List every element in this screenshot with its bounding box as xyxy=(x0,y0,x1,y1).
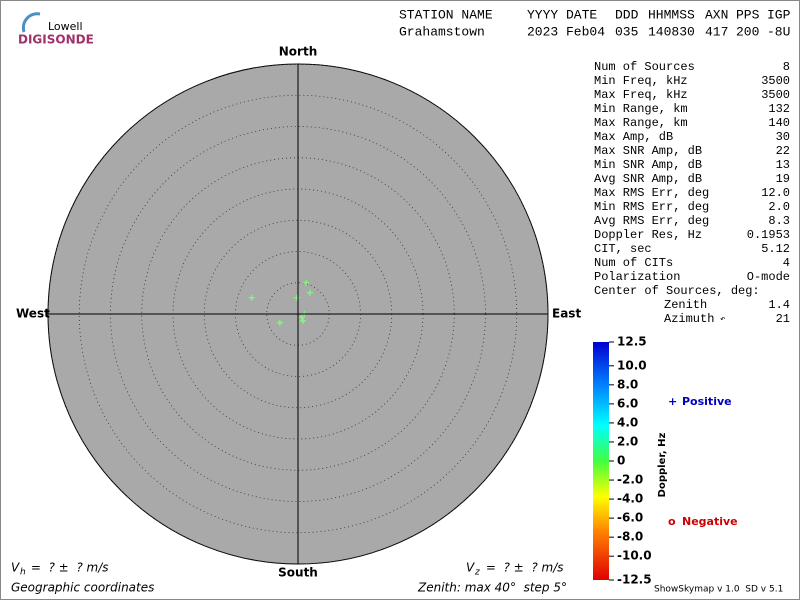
colorbar-tick-label: 4.0 xyxy=(617,415,638,429)
source-point xyxy=(306,289,313,296)
stat-label: Min Range, km xyxy=(594,102,688,116)
colorbar xyxy=(593,342,609,580)
azimuth-icon: ↶ xyxy=(720,314,725,324)
direction-label: South xyxy=(278,566,318,580)
stat-value: 1.4 xyxy=(768,298,790,312)
header-label: STATION NAME xyxy=(399,7,493,22)
legend-symbol: o xyxy=(668,515,676,528)
stat-value: 0.1953 xyxy=(747,228,790,242)
header-label: PPS xyxy=(736,7,760,22)
stat-label: CIT, sec xyxy=(594,242,652,256)
direction-label: West xyxy=(16,307,50,321)
stat-label: Avg SNR Amp, dB xyxy=(594,172,702,186)
source-point xyxy=(303,279,310,286)
source-point xyxy=(298,314,305,321)
legend-label: Negative xyxy=(682,515,738,528)
colorbar-tick-label: -12.5 xyxy=(617,573,652,587)
colorbar-tick-label: -4.0 xyxy=(617,492,643,506)
header-value: 2023 xyxy=(527,24,558,39)
source-point xyxy=(293,294,300,301)
logo-text: DIGISONDE xyxy=(18,33,94,47)
stat-value: 13 xyxy=(776,158,790,172)
stat-label: Max RMS Err, deg xyxy=(594,186,709,200)
vz-symbol: V xyxy=(466,561,475,575)
colorbar-tick-label: 6.0 xyxy=(617,396,638,410)
colorbar-tick-label: -2.0 xyxy=(617,473,643,487)
stat-value: 140 xyxy=(768,116,790,130)
stat-value: 3500 xyxy=(761,74,790,88)
stat-value: 8.3 xyxy=(768,214,790,228)
colorbar-label: Doppler, Hz xyxy=(657,433,668,498)
stat-label: Min Freq, kHz xyxy=(594,74,688,88)
colorbar-tick-label: -8.0 xyxy=(617,530,643,544)
stat-value: 30 xyxy=(776,130,790,144)
vz-text: = ? ± ? m/s xyxy=(482,561,564,575)
source-point xyxy=(300,317,306,324)
vh-text: = ? ± ? m/s xyxy=(27,561,109,575)
stat-value: 4 xyxy=(783,256,790,270)
stat-label: Zenith xyxy=(664,298,707,312)
stat-label: Polarization xyxy=(594,270,680,284)
header-value: 140830 xyxy=(648,24,695,39)
source-point xyxy=(248,294,255,301)
logo-text: Lowell xyxy=(48,20,83,33)
vh-symbol: V xyxy=(11,561,20,575)
header-value: 035 xyxy=(615,24,638,39)
stat-value: 21 xyxy=(776,312,790,326)
vz-sub: z xyxy=(474,568,480,578)
colorbar-tick-label: 2.0 xyxy=(617,434,638,448)
colorbar-tick-label: -6.0 xyxy=(617,511,643,525)
stat-label: Max SNR Amp, dB xyxy=(594,144,702,158)
stat-label: Azimuth xyxy=(664,312,714,326)
stat-value: 5.12 xyxy=(761,242,790,256)
colorbar-tick-label: 10.0 xyxy=(617,358,647,372)
legend-label: Positive xyxy=(682,395,732,408)
header-value: Grahamstown xyxy=(399,24,485,39)
header-value: 200 xyxy=(736,24,759,39)
header-value: 417 xyxy=(705,24,728,39)
coords-note: Geographic coordinates xyxy=(11,581,154,595)
header-label: HHMMSS xyxy=(648,7,695,22)
stat-label: Min RMS Err, deg xyxy=(594,200,709,214)
stat-label: Center of Sources, deg: xyxy=(594,284,760,298)
stat-value: 12.0 xyxy=(761,186,790,200)
direction-label: North xyxy=(279,45,317,59)
header-label: DDD xyxy=(615,7,639,22)
header-label: DATE xyxy=(566,7,597,22)
source-point xyxy=(276,319,283,326)
stat-value: O-mode xyxy=(747,270,790,284)
stat-label: Max Amp, dB xyxy=(594,130,673,144)
stat-label: Max Freq, kHz xyxy=(594,88,688,102)
zenith-note: Zenith: max 40° step 5° xyxy=(417,581,567,595)
stat-value: 2.0 xyxy=(768,200,790,214)
stat-label: Num of CITs xyxy=(594,256,673,270)
header-value: -8U xyxy=(767,24,790,39)
stat-value: 8 xyxy=(783,60,790,74)
stat-label: Max Range, km xyxy=(594,116,688,130)
colorbar-tick-label: 0 xyxy=(617,454,625,468)
legend-symbol: + xyxy=(668,395,677,408)
colorbar-tick-label: -10.0 xyxy=(617,549,652,563)
stat-value: 19 xyxy=(776,172,790,186)
stat-value: 132 xyxy=(768,102,790,116)
version: ShowSkymap v 1.0 SD v 5.1 xyxy=(654,585,783,595)
vh-sub: h xyxy=(20,568,26,578)
colorbar-tick-label: 12.5 xyxy=(617,335,647,349)
header-label: IGP xyxy=(767,7,791,22)
header-label: YYYY xyxy=(527,7,558,22)
stat-label: Doppler Res, Hz xyxy=(594,228,702,242)
header-label: AXN xyxy=(705,7,728,22)
stat-label: Num of Sources xyxy=(594,60,695,74)
stat-label: Avg RMS Err, deg xyxy=(594,214,709,228)
header-value: Feb04 xyxy=(566,24,605,39)
colorbar-tick-label: 8.0 xyxy=(617,377,638,391)
logo-swoosh xyxy=(21,12,41,33)
stat-label: Min SNR Amp, dB xyxy=(594,158,702,172)
stat-value: 22 xyxy=(776,144,790,158)
stat-value: 3500 xyxy=(761,88,790,102)
direction-label: East xyxy=(552,307,581,321)
